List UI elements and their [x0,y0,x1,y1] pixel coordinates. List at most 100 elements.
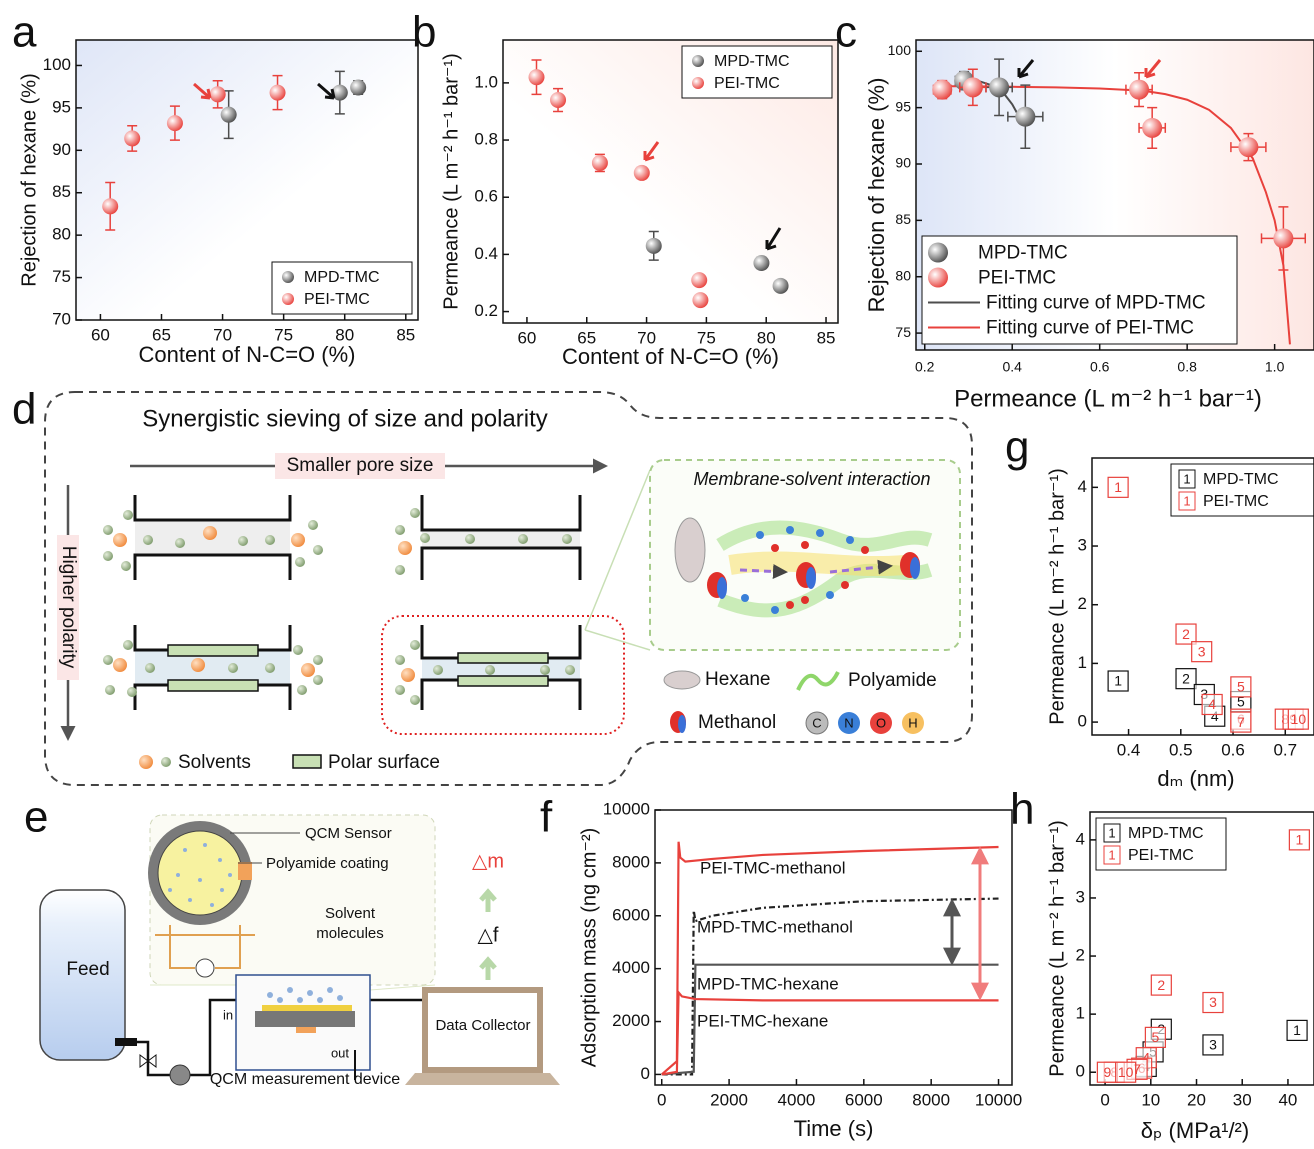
label: QCM measurement device [210,1071,400,1088]
x-tick-label: 10 [1141,1090,1160,1109]
y-tick-label: 90 [52,140,71,159]
point-label: 1 [1114,479,1122,495]
label: Feed [66,959,109,980]
y-tick-label: 2 [1076,946,1085,965]
point [1142,118,1162,138]
x-axis-label: Content of N-C=O (%) [562,344,779,369]
legend-label: MPD-TMC [1203,471,1279,488]
panel-label: e [24,793,48,842]
legend-label: MPD-TMC [978,243,1068,264]
legend-label: Fitting curve of MPD-TMC [986,293,1206,314]
point-label: 1 [1295,832,1303,848]
series-label: PEI-TMC-hexane [697,1011,828,1030]
x-tick-label: 85 [817,328,836,347]
legend-label: PEI-TMC [714,75,780,92]
x-tick-label: 10000 [975,1090,1022,1109]
point [210,86,226,102]
label: out [331,1045,349,1060]
point-label: 5 [1237,679,1245,695]
point [102,198,118,214]
chart: f020004000600080001000002000400060008000… [540,793,1022,1141]
diagram-e: e QCM Sensor Polyamide coating Solvent m… [24,793,560,1089]
polyamide-icon [798,672,838,690]
point [989,77,1009,97]
y-axis-label: Adsorption mass (ng cm⁻²) [578,828,600,1068]
legend-label: MPD-TMC [714,53,790,70]
legend-marker [928,268,948,288]
x-tick-label: 0.2 [915,359,935,375]
sensor-coating [158,831,242,915]
point-label: 2 [1182,626,1190,642]
panel-label: a [12,8,37,57]
label: in [223,1007,233,1022]
x-tick-label: 40 [1278,1090,1297,1109]
y-tick-label: 100 [888,42,912,58]
pump [170,1065,190,1085]
point [592,155,608,171]
y-tick-label: 70 [52,309,71,328]
x-axis-label: δₚ (MPa¹/²) [1141,1118,1249,1143]
connector [585,470,650,650]
y-tick-label: 0.6 [474,187,498,206]
polar-icon [293,755,321,768]
legend-marker-label: 1 [1183,493,1190,508]
y-tick-label: 4000 [612,958,650,977]
y-tick-label: 100 [43,55,71,74]
x-tick-label: 0.7 [1273,740,1297,759]
y-tick-label: 0.2 [474,301,498,320]
x-axis-label: Content of N-C=O (%) [138,342,355,367]
point-label: 10 [1118,1064,1134,1080]
point [634,165,650,181]
crystal [255,1011,355,1027]
x-tick-label: 0.4 [1117,740,1141,759]
x-tick-label: 60 [517,328,536,347]
y-tick-label: 85 [52,182,71,201]
x-axis-label: Time (s) [794,1116,874,1141]
channels [135,495,580,710]
atom-label: O [876,715,886,730]
x-tick-label: 0 [1100,1090,1109,1109]
series-label: PEI-TMC-methanol [700,858,845,877]
y-tick-label: 85 [895,211,911,227]
up-arrow [481,892,495,912]
series-label: MPD-TMC-hexane [697,974,839,993]
figure: a606570758085707580859095100Content of N… [0,0,1314,1149]
x-tick-label: 0.6 [1090,359,1110,375]
legend-marker [692,55,704,67]
x-axis-label: Permeance (L m⁻² h⁻¹ bar⁻¹) [954,385,1262,412]
point-label: 1 [1293,1022,1301,1038]
y-tick-label: 1 [1078,653,1087,672]
x-tick-label: 0 [657,1090,666,1109]
x-tick-label: 4000 [778,1090,816,1109]
legend-marker-label: 1 [1108,847,1115,862]
y-tick-label: 4 [1078,477,1087,496]
label: Polyamide coating [266,855,389,872]
point [1273,228,1293,248]
y-tick-label: 95 [52,97,71,116]
legend-marker [928,243,948,263]
y-tick-label: 10000 [603,799,650,818]
x-tick-label: 8000 [912,1090,950,1109]
contact [238,862,252,880]
label: QCM Sensor [305,825,392,842]
panel-label: h [1010,785,1034,834]
chart: c0.20.40.60.81.07580859095100Permeance (… [835,8,1314,413]
legend-marker [692,77,704,89]
point-label: 3 [1209,1037,1217,1053]
methanol-icon [678,715,686,733]
legend-label: MPD-TMC [304,269,380,286]
legend-marker [282,293,294,305]
point [691,272,707,288]
atom-label: C [812,715,821,730]
point-label: 10 [1291,711,1307,727]
point [167,115,183,131]
point [963,77,983,97]
legend-label: PEI-TMC [1203,493,1269,510]
legend-label: Fitting curve of PEI-TMC [986,318,1194,339]
y-tick-label: 80 [52,225,71,244]
label: △m [472,850,504,872]
legend-label: Hexane [705,669,771,690]
